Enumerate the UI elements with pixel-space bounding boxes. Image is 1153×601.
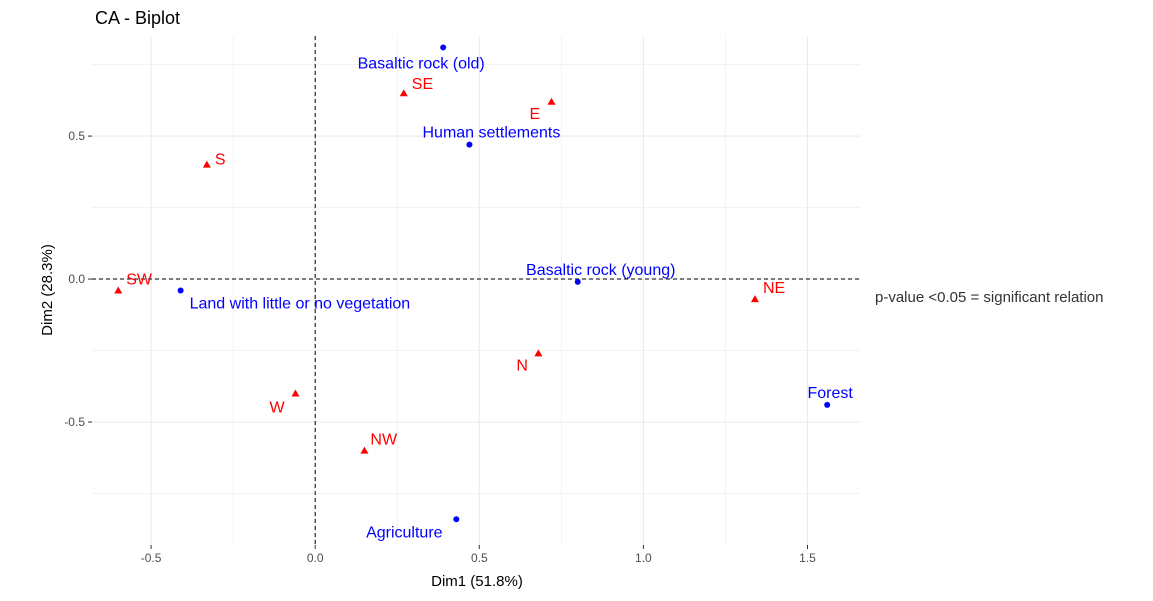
point-label: NE (763, 280, 785, 297)
point-marker (466, 141, 473, 148)
point-label: Land with little or no vegetation (190, 296, 411, 313)
triangle-marker (399, 89, 408, 97)
triangle-marker (750, 295, 759, 303)
x-tick-label: 1.0 (635, 551, 652, 565)
point-marker (177, 287, 184, 294)
x-axis-title: Dim1 (51.8%) (431, 573, 523, 590)
point-label: N (516, 357, 528, 374)
point-marker (824, 401, 831, 408)
triangle-marker (114, 286, 123, 294)
y-tick-label: 0.5 (68, 129, 85, 143)
point-label: E (529, 106, 540, 123)
point-label: Basaltic rock (young) (526, 262, 675, 279)
point-label: SW (126, 272, 153, 289)
y-tick-label: -0.5 (64, 415, 85, 429)
chart-title: CA - Biplot (95, 8, 180, 28)
triangle-marker (360, 446, 369, 454)
point-marker (440, 44, 447, 51)
point-label: Forest (808, 385, 854, 402)
point-marker (453, 516, 460, 523)
point-label: Human settlements (423, 125, 561, 142)
x-tick-label: 1.5 (799, 551, 816, 565)
point-label: SE (412, 76, 433, 93)
triangle-marker (291, 389, 300, 397)
point-label-layer: Basaltic rock (old) Human settlements Basa… (126, 55, 853, 541)
x-tick-label: 0.0 (307, 551, 324, 565)
triangle-marker (202, 160, 211, 168)
point-label: NW (370, 432, 398, 449)
mark-layer (114, 44, 831, 523)
y-axis-title: Dim2 (28.3%) (39, 244, 56, 336)
significance-note: p-value <0.05 = significant relation (875, 289, 1103, 306)
y-tick-label: 0.0 (68, 272, 85, 286)
grid-layer (92, 36, 860, 545)
point-label: S (215, 152, 226, 169)
x-tick-label: 0.5 (471, 551, 488, 565)
point-label: Agriculture (366, 524, 443, 541)
tick-layer: -0.5 0.0 0.5 1.0 1.5 -0.5 0.0 0.5 (64, 129, 816, 565)
x-tick-label: -0.5 (141, 551, 162, 565)
point-label: Basaltic rock (old) (358, 55, 485, 72)
triangle-marker (534, 349, 543, 357)
point-label: W (269, 399, 285, 416)
point-marker (574, 278, 581, 285)
triangle-marker (547, 97, 556, 105)
reference-lines (92, 36, 860, 545)
